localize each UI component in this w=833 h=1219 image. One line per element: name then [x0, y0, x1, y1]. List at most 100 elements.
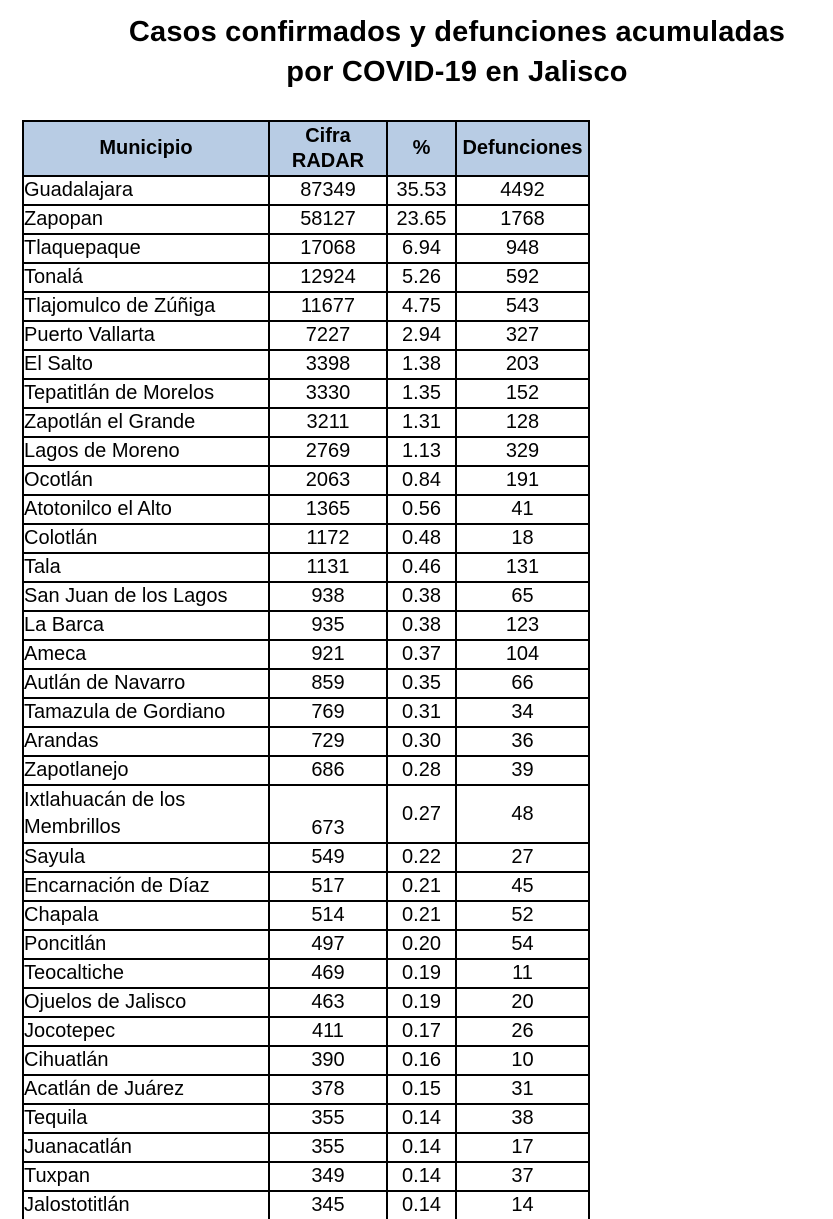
cell-cifra-radar: 686 [268, 755, 388, 786]
table-row: Zapotlanejo 686 0.28 39 [22, 755, 590, 786]
table-row: Cihuatlán 390 0.16 10 [22, 1045, 590, 1076]
cell-municipio: Ojuelos de Jalisco [22, 987, 270, 1018]
cell-percent: 4.75 [386, 291, 457, 322]
cell-municipio: Encarnación de Díaz [22, 871, 270, 902]
column-header-percent: % [386, 120, 457, 177]
cell-cifra-radar: 1365 [268, 494, 388, 525]
cell-municipio: Lagos de Moreno [22, 436, 270, 467]
cell-municipio: Tequila [22, 1103, 270, 1134]
cell-defunciones: 18 [455, 523, 590, 554]
table-row: Colotlán 1172 0.48 18 [22, 523, 590, 554]
cell-cifra-radar: 378 [268, 1074, 388, 1105]
cell-defunciones: 17 [455, 1132, 590, 1163]
table-row: Zapotlán el Grande 3211 1.31 128 [22, 407, 590, 438]
table-row: Ojuelos de Jalisco 463 0.19 20 [22, 987, 590, 1018]
cell-percent: 0.35 [386, 668, 457, 699]
table-row: Tlaquepaque 17068 6.94 948 [22, 233, 590, 264]
cell-municipio: Teocaltiche [22, 958, 270, 989]
table-row: Tonalá 12924 5.26 592 [22, 262, 590, 293]
table-row: Jalostotitlán 345 0.14 14 [22, 1190, 590, 1219]
cell-percent: 0.56 [386, 494, 457, 525]
cell-defunciones: 592 [455, 262, 590, 293]
table-row: Arandas 729 0.30 36 [22, 726, 590, 757]
cell-percent: 0.14 [386, 1161, 457, 1192]
cell-defunciones: 327 [455, 320, 590, 351]
cell-defunciones: 191 [455, 465, 590, 496]
cell-municipio: El Salto [22, 349, 270, 380]
table-row: Lagos de Moreno 2769 1.13 329 [22, 436, 590, 467]
table-row: Guadalajara 87349 35.53 4492 [22, 175, 590, 206]
table-row: Juanacatlán 355 0.14 17 [22, 1132, 590, 1163]
cell-cifra-radar: 463 [268, 987, 388, 1018]
cell-municipio: Ameca [22, 639, 270, 670]
cell-cifra-radar: 517 [268, 871, 388, 902]
cell-cifra-radar: 3398 [268, 349, 388, 380]
cell-cifra-radar: 729 [268, 726, 388, 757]
table-row: Tamazula de Gordiano 769 0.31 34 [22, 697, 590, 728]
cell-municipio: Zapotlanejo [22, 755, 270, 786]
cell-municipio: Chapala [22, 900, 270, 931]
table-row: Ocotlán 2063 0.84 191 [22, 465, 590, 496]
cell-municipio: Cihuatlán [22, 1045, 270, 1076]
table-row: Tequila 355 0.14 38 [22, 1103, 590, 1134]
cell-defunciones: 54 [455, 929, 590, 960]
table-row: Atotonilco el Alto 1365 0.56 41 [22, 494, 590, 525]
cell-percent: 23.65 [386, 204, 457, 235]
cell-percent: 0.19 [386, 958, 457, 989]
table-row: La Barca 935 0.38 123 [22, 610, 590, 641]
cell-cifra-radar: 345 [268, 1190, 388, 1219]
cell-cifra-radar: 2063 [268, 465, 388, 496]
cell-defunciones: 65 [455, 581, 590, 612]
table-row: Poncitlán 497 0.20 54 [22, 929, 590, 960]
cell-percent: 1.38 [386, 349, 457, 380]
cell-municipio: Puerto Vallarta [22, 320, 270, 351]
cell-municipio: Tuxpan [22, 1161, 270, 1192]
cell-defunciones: 27 [455, 842, 590, 873]
cell-cifra-radar: 1131 [268, 552, 388, 583]
cell-percent: 5.26 [386, 262, 457, 293]
cell-municipio: Guadalajara [22, 175, 270, 206]
cell-cifra-radar: 3330 [268, 378, 388, 409]
cell-defunciones: 39 [455, 755, 590, 786]
cell-percent: 0.16 [386, 1045, 457, 1076]
cell-municipio: Tepatitlán de Morelos [22, 378, 270, 409]
table-row: Zapopan 58127 23.65 1768 [22, 204, 590, 235]
cell-percent: 0.20 [386, 929, 457, 960]
cell-municipio: Poncitlán [22, 929, 270, 960]
cell-percent: 0.14 [386, 1103, 457, 1134]
cell-cifra-radar: 497 [268, 929, 388, 960]
cell-percent: 2.94 [386, 320, 457, 351]
table-row: Chapala 514 0.21 52 [22, 900, 590, 931]
cell-cifra-radar: 17068 [268, 233, 388, 264]
cell-municipio: Tonalá [22, 262, 270, 293]
cell-percent: 0.30 [386, 726, 457, 757]
table-row: Ameca 921 0.37 104 [22, 639, 590, 670]
cell-percent: 0.84 [386, 465, 457, 496]
cell-cifra-radar: 11677 [268, 291, 388, 322]
cell-defunciones: 52 [455, 900, 590, 931]
cell-cifra-radar: 935 [268, 610, 388, 641]
table-header-row: Municipio Cifra RADAR % Defunciones [22, 120, 590, 177]
cell-defunciones: 104 [455, 639, 590, 670]
cell-municipio: Acatlán de Juárez [22, 1074, 270, 1105]
cell-municipio: La Barca [22, 610, 270, 641]
cell-cifra-radar: 411 [268, 1016, 388, 1047]
cell-municipio: Arandas [22, 726, 270, 757]
table-row: Tuxpan 349 0.14 37 [22, 1161, 590, 1192]
cell-municipio: Jocotepec [22, 1016, 270, 1047]
table-row: Tepatitlán de Morelos 3330 1.35 152 [22, 378, 590, 409]
table-body: Guadalajara 87349 35.53 4492 Zapopan 58127 23.… [22, 175, 590, 1219]
cell-percent: 0.19 [386, 987, 457, 1018]
cell-municipio: Jalostotitlán [22, 1190, 270, 1219]
table-row: San Juan de los Lagos 938 0.38 65 [22, 581, 590, 612]
cell-cifra-radar: 921 [268, 639, 388, 670]
cell-cifra-radar: 87349 [268, 175, 388, 206]
cell-municipio: Ocotlán [22, 465, 270, 496]
cell-municipio: Autlán de Navarro [22, 668, 270, 699]
cell-defunciones: 34 [455, 697, 590, 728]
cell-municipio: Juanacatlán [22, 1132, 270, 1163]
cell-municipio: Sayula [22, 842, 270, 873]
cell-municipio: Tala [22, 552, 270, 583]
cell-cifra-radar: 7227 [268, 320, 388, 351]
cell-percent: 0.22 [386, 842, 457, 873]
